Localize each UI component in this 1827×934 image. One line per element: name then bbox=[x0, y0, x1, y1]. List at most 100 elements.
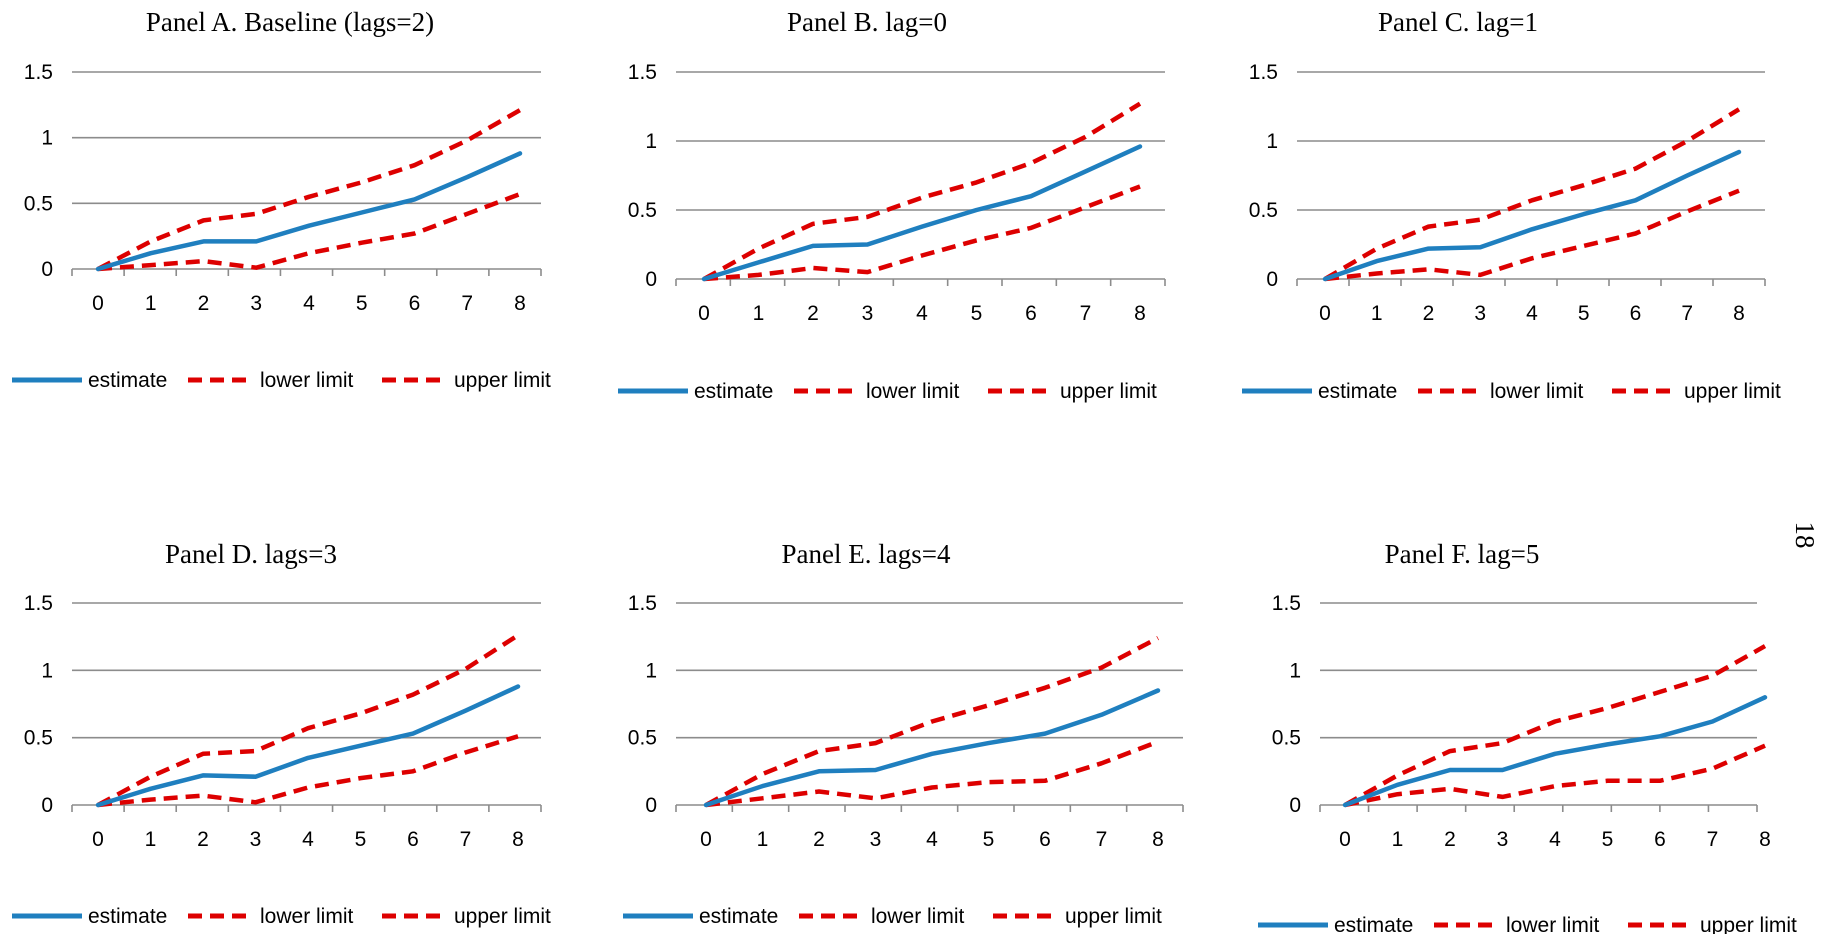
x-tick-label: 4 bbox=[916, 302, 928, 325]
legend-label-estimate: estimate bbox=[88, 369, 167, 392]
x-tick-label: 1 bbox=[145, 828, 157, 851]
estimate-line bbox=[701, 144, 1143, 282]
x-tick-label: 7 bbox=[1096, 828, 1108, 851]
panel-title: Panel D. lags=3 bbox=[165, 539, 337, 569]
estimate-line bbox=[95, 151, 523, 272]
upper-limit-line bbox=[1343, 644, 1767, 807]
y-tick-label: 0.5 bbox=[24, 727, 53, 750]
y-tick-label: 1 bbox=[1266, 130, 1278, 153]
x-tick-label: 5 bbox=[1602, 828, 1614, 851]
panel-title: Panel C. lag=1 bbox=[1378, 7, 1538, 37]
x-tick-label: 7 bbox=[461, 292, 473, 315]
legend-label-estimate: estimate bbox=[1318, 380, 1397, 403]
x-tick-label: 3 bbox=[1474, 302, 1486, 325]
x-tick-label: 4 bbox=[303, 292, 315, 315]
y-tick-label: 1 bbox=[41, 659, 53, 682]
legend: estimate lower limit upper limit bbox=[1258, 914, 1797, 934]
panel-title: Panel B. lag=0 bbox=[787, 7, 947, 37]
x-tick-label: 5 bbox=[356, 292, 368, 315]
estimate-line bbox=[95, 684, 521, 808]
x-tick-label: 7 bbox=[1681, 302, 1693, 325]
x-tick-label: 3 bbox=[862, 302, 874, 325]
x-tick-label: 3 bbox=[870, 828, 882, 851]
x-tick-label: 0 bbox=[92, 292, 104, 315]
lower-limit-line bbox=[705, 739, 1159, 808]
x-tick-label: 1 bbox=[1392, 828, 1404, 851]
legend: estimate lower limit upper limit bbox=[1242, 380, 1781, 403]
x-tick-label: 7 bbox=[1080, 302, 1092, 325]
estimate-line bbox=[703, 688, 1161, 808]
x-tick-label: 6 bbox=[1039, 828, 1051, 851]
y-tick-label: 0 bbox=[1289, 794, 1301, 817]
x-tick-label: 3 bbox=[250, 292, 262, 315]
legend-label-upper-limit: upper limit bbox=[454, 905, 551, 928]
x-tick-label: 3 bbox=[1497, 828, 1509, 851]
x-tick-label: 0 bbox=[1339, 828, 1351, 851]
y-tick-label: 0.5 bbox=[628, 727, 657, 750]
x-tick-label: 8 bbox=[1759, 828, 1771, 851]
legend-label-upper-limit: upper limit bbox=[1684, 380, 1781, 403]
x-tick-label: 2 bbox=[813, 828, 825, 851]
lower-limit-line bbox=[703, 184, 1141, 282]
x-tick-label: 8 bbox=[1134, 302, 1146, 325]
legend-label-lower-limit: lower limit bbox=[260, 905, 354, 928]
panel-title: Panel F. lag=5 bbox=[1385, 539, 1540, 569]
panel-title: Panel E. lags=4 bbox=[782, 539, 951, 569]
y-tick-label: 1 bbox=[645, 130, 657, 153]
x-tick-label: 0 bbox=[698, 302, 710, 325]
legend-label-estimate: estimate bbox=[88, 905, 167, 928]
x-tick-label: 0 bbox=[92, 828, 104, 851]
x-tick-label: 6 bbox=[1654, 828, 1666, 851]
chart-panel-a: Panel A. Baseline (lags=2) 0 0.5 1 1.5 0 1 2 3 4 5… bbox=[12, 7, 551, 392]
x-tick-label: 2 bbox=[197, 828, 209, 851]
legend-label-lower-limit: lower limit bbox=[1506, 914, 1600, 934]
legend-label-lower-limit: lower limit bbox=[871, 905, 965, 928]
chart-panel-f: Panel F. lag=5 0 0.5 1 1.5 0 1 2 3 4 5 6 7 8 estimate l… bbox=[1258, 539, 1797, 934]
x-tick-label: 1 bbox=[145, 292, 157, 315]
x-tick-label: 4 bbox=[1526, 302, 1538, 325]
upper-limit-line bbox=[96, 108, 522, 271]
estimate-line bbox=[1342, 695, 1768, 808]
y-tick-label: 0 bbox=[41, 794, 53, 817]
x-tick-label: 4 bbox=[1549, 828, 1561, 851]
x-tick-label: 5 bbox=[983, 828, 995, 851]
y-tick-label: 1.5 bbox=[24, 61, 53, 84]
legend-label-estimate: estimate bbox=[699, 905, 778, 928]
legend-label-estimate: estimate bbox=[694, 380, 773, 403]
chart-panel-c: Panel C. lag=1 0 0.5 1 1.5 0 1 2 3 4 5 6 7 8 estimate l… bbox=[1242, 7, 1781, 403]
lower-limit-line bbox=[1344, 743, 1766, 808]
legend-label-upper-limit: upper limit bbox=[1065, 905, 1162, 928]
y-tick-label: 1.5 bbox=[24, 592, 53, 615]
chart-panel-b: Panel B. lag=0 0 0.5 1 1.5 0 1 2 3 4 5 6 7 8 estimate l… bbox=[618, 7, 1166, 403]
legend: estimate lower limit upper limit bbox=[618, 380, 1157, 403]
upper-limit-line bbox=[96, 633, 520, 807]
y-tick-label: 0.5 bbox=[1249, 199, 1278, 222]
y-tick-label: 0 bbox=[645, 268, 657, 291]
y-tick-label: 0.5 bbox=[24, 192, 53, 215]
legend-label-lower-limit: lower limit bbox=[1490, 380, 1584, 403]
upper-limit-line bbox=[702, 101, 1142, 281]
chart-panel-e: Panel E. lags=4 0 0.5 1 1.5 0 1 2 3 4 5 6 7 8 estimate… bbox=[623, 539, 1184, 928]
y-tick-label: 1.5 bbox=[1272, 592, 1301, 615]
x-tick-label: 6 bbox=[1025, 302, 1037, 325]
x-tick-label: 4 bbox=[302, 828, 314, 851]
x-tick-label: 8 bbox=[1152, 828, 1164, 851]
y-tick-label: 1.5 bbox=[628, 592, 657, 615]
estimate-line bbox=[1322, 149, 1742, 282]
legend-label-upper-limit: upper limit bbox=[1700, 914, 1797, 934]
chart-panel-d: Panel D. lags=3 0 0.5 1 1.5 0 1 2 3 4 5 6 7 8 estimate… bbox=[12, 539, 551, 928]
upper-limit-line bbox=[704, 636, 1160, 807]
legend: estimate lower limit upper limit bbox=[12, 905, 551, 928]
lower-limit-line bbox=[97, 191, 521, 272]
legend-label-upper-limit: upper limit bbox=[454, 369, 551, 392]
lower-limit-line bbox=[97, 734, 519, 808]
x-tick-label: 8 bbox=[1733, 302, 1745, 325]
page-number: 18 bbox=[1790, 522, 1820, 549]
x-tick-label: 1 bbox=[757, 828, 769, 851]
y-tick-label: 0 bbox=[41, 258, 53, 281]
y-tick-label: 1.5 bbox=[1249, 61, 1278, 84]
x-tick-label: 6 bbox=[1630, 302, 1642, 325]
x-tick-label: 0 bbox=[700, 828, 712, 851]
x-tick-label: 3 bbox=[250, 828, 262, 851]
